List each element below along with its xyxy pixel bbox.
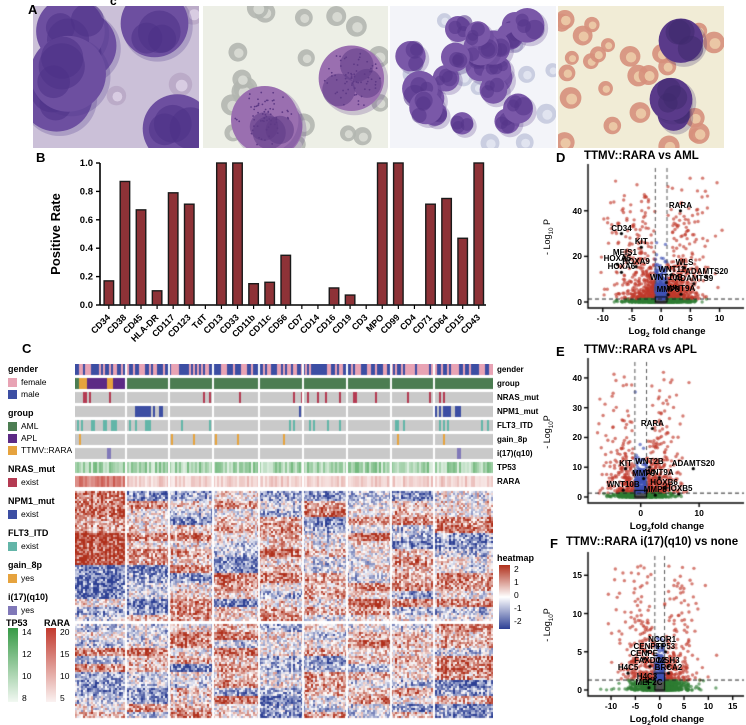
volcano-xtick: -10	[604, 701, 618, 711]
colorbar-tick-TP53: 8	[22, 693, 27, 703]
colorbar-title-TP53: TP53	[6, 618, 28, 628]
legend-title-group: group	[8, 408, 34, 418]
legend-title-NRAS_mut: NRAS_mut	[8, 464, 56, 474]
gene-label-H4C5: H4C5	[617, 663, 639, 673]
volcano-ytick: 0	[577, 685, 582, 695]
colorbar-tick-TP53: 14	[22, 627, 32, 637]
legend-item-TTMV::RARA: TTMV::RARA	[21, 445, 73, 455]
colorbar-tick-RARA: 15	[60, 649, 70, 659]
gene-label-CENPF: CENPF	[633, 641, 661, 651]
legend-title-FLT3_ITD: FLT3_ITD	[8, 528, 49, 538]
legend-item-female: female	[21, 377, 47, 387]
volcano-xtick: 0	[657, 701, 663, 711]
legend-swatch-TTMV::RARA	[8, 446, 17, 455]
legend-swatch-exist	[8, 478, 17, 487]
legend-item-yes: yes	[21, 605, 35, 615]
colorbar-TP53	[8, 628, 18, 702]
colorbar-title-RARA: RARA	[44, 618, 70, 628]
volcano-xtick: -5	[631, 701, 640, 711]
panel-a-label: A	[28, 2, 38, 17]
heatmap-colorbar-tick: 1	[514, 577, 519, 587]
colorbar-tick-RARA: 10	[60, 671, 70, 681]
heatmap-colorbar-tick: -1	[514, 603, 522, 613]
panel-f-title: TTMV::RARA i(17)(q10) vs none	[566, 536, 739, 548]
volcano-xtick: 10	[703, 701, 714, 711]
legend-swatch-exist	[8, 542, 17, 551]
volcano-ylabel: - Log10P	[542, 608, 555, 642]
gene-label-FAXDC2: FAXDC2	[634, 656, 666, 666]
legend-item-exist: exist	[21, 477, 39, 487]
volcano-ytick: 5	[577, 646, 582, 657]
volcano-xlabel: Log2fold change	[629, 714, 705, 725]
legend-item-AML: AML	[21, 421, 39, 431]
legend-swatch-yes	[8, 606, 17, 615]
volcano-xtick: 15	[727, 701, 738, 711]
heatmap-colorbar-tick: -2	[514, 616, 522, 626]
gene-label-CENPE: CENPE	[630, 648, 658, 658]
gene-label-NCOR1: NCOR1	[648, 634, 677, 644]
legend-swatch-AML	[8, 422, 17, 431]
legend-swatch-yes	[8, 574, 17, 583]
heatmap-colorbar-tick: 0	[514, 590, 519, 600]
gene-label-H4C3: H4C3	[636, 671, 658, 681]
legend-item-male: male	[21, 389, 40, 399]
panel-d-title: TTMV::RARA vs AML	[584, 150, 699, 162]
gene-label-MSH3: MSH3	[657, 656, 680, 666]
volcano-xtick: 5	[681, 701, 687, 711]
legend-item-exist: exist	[21, 509, 39, 519]
colorbar-tick-TP53: 12	[22, 649, 32, 659]
legend-item-exist: exist	[21, 541, 39, 551]
legend-swatch-exist	[8, 510, 17, 519]
panel-d-label: D	[556, 150, 566, 165]
legend-title-i(17)(q10): i(17)(q10)	[8, 592, 49, 602]
volcano-ytick: 15	[572, 570, 582, 581]
legend-swatch-male	[8, 390, 17, 399]
colorbar-tick-TP53: 10	[22, 671, 32, 681]
legend-item-yes: yes	[21, 573, 35, 583]
panel-f-label: F	[550, 536, 558, 551]
gene-label-MEF2C: MEF2C	[635, 677, 663, 687]
volcano-ytick: 10	[572, 608, 582, 619]
colorbar-tick-RARA: 20	[60, 627, 70, 637]
legend-title-gender: gender	[8, 364, 39, 374]
gene-label-BRCA2: BRCA2	[654, 663, 683, 673]
legend-swatch-APL	[8, 434, 17, 443]
legend-item-APL: APL	[21, 433, 38, 443]
legend-title-NPM1_mut: NPM1_mut	[8, 496, 55, 506]
gene-label-TP53: TP53	[655, 641, 676, 651]
legend-title-gain_8p: gain_8p	[8, 560, 43, 570]
panel-e-label: E	[556, 344, 565, 359]
panel-e-title: TTMV::RARA vs APL	[584, 344, 697, 356]
colorbar-RARA	[46, 628, 56, 702]
heatmap-colorbar-tick: 2	[514, 564, 519, 574]
colorbar-tick-RARA: 5	[60, 693, 65, 703]
legend-swatch-female	[8, 378, 17, 387]
